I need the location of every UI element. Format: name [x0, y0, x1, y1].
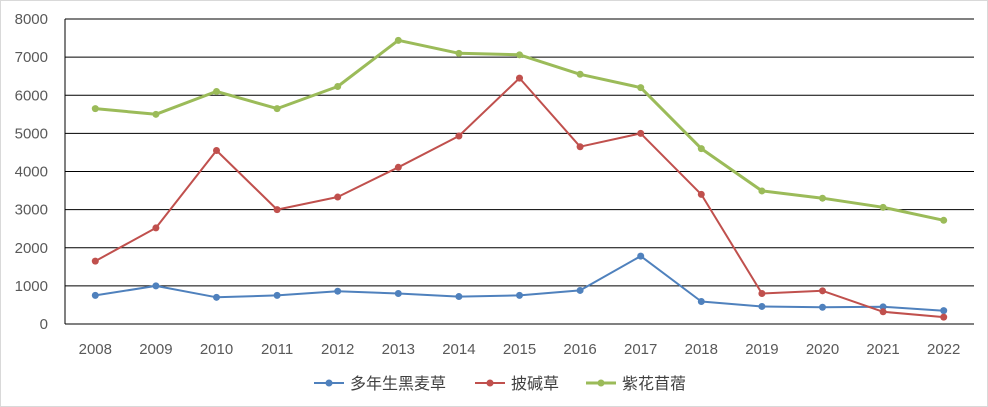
data-point — [455, 132, 463, 140]
x-tick-label: 2009 — [139, 341, 172, 358]
data-point — [697, 298, 705, 306]
data-point — [455, 49, 463, 57]
x-tick-label: 2019 — [745, 341, 778, 358]
data-point — [697, 145, 705, 153]
data-point — [637, 252, 645, 260]
data-point — [273, 206, 281, 214]
data-point — [152, 282, 160, 290]
y-tick-label: 4000 — [15, 164, 48, 181]
series-line — [95, 38, 945, 222]
x-tick-label: 2012 — [321, 341, 354, 358]
data-point — [758, 187, 766, 195]
data-point — [637, 129, 645, 137]
y-tick-label: 2000 — [15, 240, 48, 257]
data-point — [819, 303, 826, 311]
data-point — [879, 308, 887, 316]
y-tick-label: 5000 — [15, 125, 48, 142]
data-point — [334, 193, 342, 201]
legend-label: 披碱草 — [511, 374, 559, 393]
x-tick-label: 2016 — [563, 341, 596, 358]
data-point — [819, 287, 826, 295]
x-tick-label: 2021 — [866, 341, 899, 358]
data-point — [576, 70, 584, 78]
data-point — [516, 74, 523, 82]
series-line — [95, 255, 944, 312]
legend-marker — [325, 379, 333, 387]
data-point — [91, 291, 99, 299]
legend-label: 紫花苜蓿 — [622, 374, 686, 393]
legend-marker — [597, 379, 605, 387]
data-point — [334, 82, 342, 90]
data-point — [213, 147, 220, 155]
legend-marker — [486, 379, 494, 387]
data-point — [576, 143, 584, 151]
data-point — [455, 293, 463, 301]
data-point — [91, 105, 99, 113]
data-point — [334, 287, 342, 295]
data-point — [394, 290, 402, 297]
data-point — [637, 84, 645, 92]
x-tick-label: 2008 — [79, 341, 112, 358]
legend-label: 多年生黑麦草 — [350, 374, 446, 393]
x-tick-label: 2017 — [624, 341, 657, 358]
data-point — [516, 291, 523, 299]
data-point — [879, 203, 887, 211]
data-point — [940, 216, 948, 224]
data-point — [819, 194, 826, 202]
data-point — [394, 36, 402, 44]
data-point — [516, 51, 523, 59]
x-tick-label: 2022 — [927, 341, 960, 358]
data-point — [879, 303, 887, 311]
x-tick-label: 2015 — [503, 341, 536, 358]
y-tick-label: 0 — [40, 316, 48, 333]
data-point — [697, 190, 705, 198]
x-tick-label: 2018 — [685, 341, 718, 358]
data-point — [273, 105, 281, 113]
data-point — [213, 87, 220, 95]
y-tick-label: 8000 — [15, 11, 48, 28]
x-tick-label: 2010 — [200, 341, 233, 358]
x-tick-label: 2020 — [806, 341, 839, 358]
x-tick-label: 2013 — [382, 341, 415, 358]
data-point — [213, 293, 220, 301]
y-tick-label: 7000 — [15, 49, 48, 66]
y-tick-label: 1000 — [15, 278, 48, 295]
data-point — [91, 257, 99, 265]
data-point — [940, 307, 948, 315]
data-point — [758, 290, 766, 297]
y-tick-label: 6000 — [15, 87, 48, 104]
data-point — [152, 224, 160, 232]
x-tick-label: 2014 — [442, 341, 475, 358]
y-tick-label: 3000 — [15, 202, 48, 219]
data-point — [576, 286, 584, 294]
data-point — [273, 291, 281, 299]
data-point — [758, 302, 766, 310]
data-point — [152, 110, 160, 118]
x-tick-label: 2011 — [261, 341, 293, 358]
data-point — [940, 313, 948, 321]
data-point — [394, 163, 402, 171]
